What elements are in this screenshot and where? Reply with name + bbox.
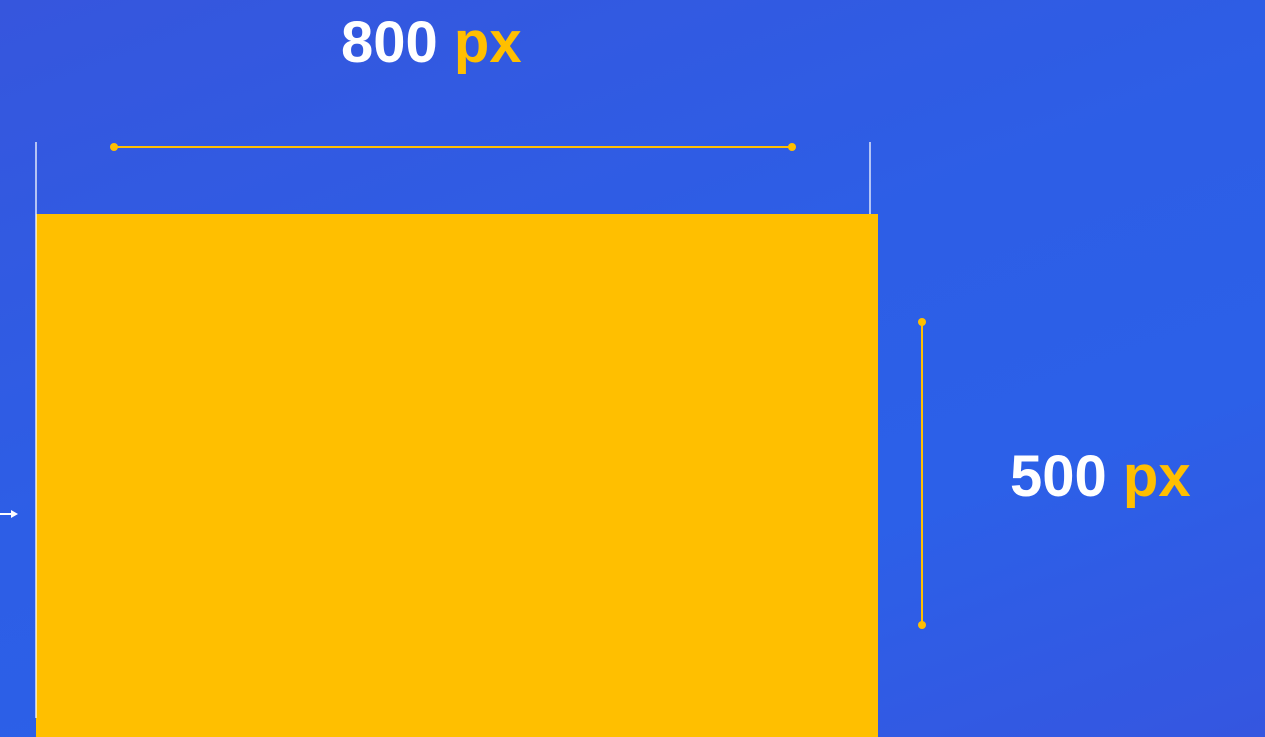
height-unit: px [1122,444,1191,509]
width-value: 800 [341,10,438,75]
arrow-right-icon [0,510,18,518]
width-dimension-line [110,143,796,151]
yellow-rectangle [36,214,878,737]
width-unit: px [453,10,522,75]
height-label: 500 px [1010,448,1191,506]
height-dimension-line [918,318,926,629]
height-value: 500 [1010,444,1107,509]
width-label: 800 px [341,14,522,72]
